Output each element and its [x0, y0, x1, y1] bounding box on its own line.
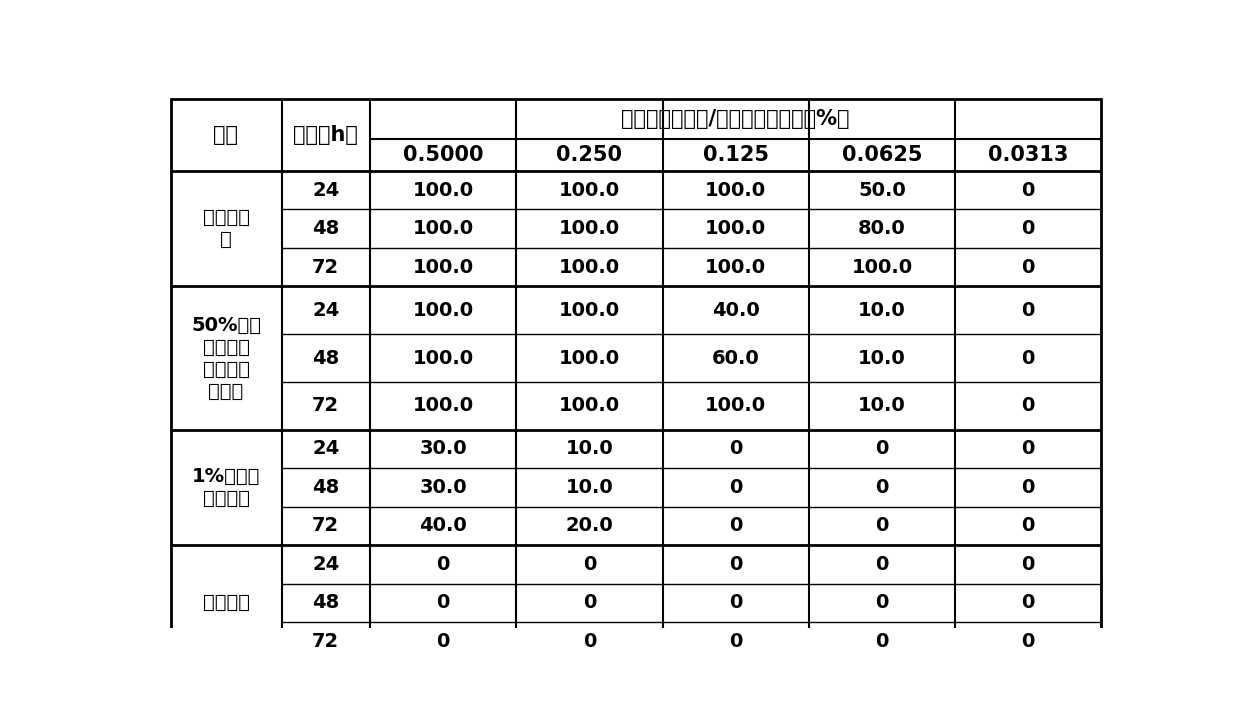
Text: 100.0: 100.0 — [413, 301, 474, 320]
Text: 48: 48 — [312, 349, 340, 368]
Text: 0: 0 — [875, 594, 889, 612]
Text: 10.0: 10.0 — [565, 478, 614, 497]
Text: 10.0: 10.0 — [858, 349, 905, 368]
Text: 100.0: 100.0 — [413, 219, 474, 238]
Text: 0: 0 — [583, 594, 596, 612]
Text: 10.0: 10.0 — [858, 301, 905, 320]
Text: 0: 0 — [1021, 555, 1034, 574]
Text: 100.0: 100.0 — [559, 258, 620, 277]
Text: 10.0: 10.0 — [565, 439, 614, 458]
Text: 60.0: 60.0 — [712, 349, 759, 368]
Text: 0: 0 — [875, 555, 889, 574]
Text: 0: 0 — [1021, 349, 1034, 368]
Text: 100.0: 100.0 — [413, 181, 474, 200]
Text: 0.250: 0.250 — [557, 145, 622, 164]
Text: 0: 0 — [1021, 594, 1034, 612]
Text: 0: 0 — [729, 516, 743, 535]
Text: 100.0: 100.0 — [706, 181, 766, 200]
Text: 0.5000: 0.5000 — [403, 145, 484, 164]
Text: 100.0: 100.0 — [559, 219, 620, 238]
Text: 1%四聚乙
醛悬浮剂: 1%四聚乙 醛悬浮剂 — [192, 467, 260, 508]
Text: 72: 72 — [312, 396, 340, 415]
Text: 0: 0 — [875, 516, 889, 535]
Text: 0: 0 — [729, 594, 743, 612]
Text: 40.0: 40.0 — [419, 516, 467, 535]
Text: 0: 0 — [875, 632, 889, 651]
Text: 0: 0 — [1021, 258, 1034, 277]
Text: 时间（h）: 时间（h） — [294, 125, 358, 145]
Text: 0: 0 — [729, 555, 743, 574]
Text: 0: 0 — [729, 478, 743, 497]
Text: 72: 72 — [312, 258, 340, 277]
Text: 0: 0 — [436, 632, 450, 651]
Text: 30.0: 30.0 — [419, 439, 467, 458]
Text: 0: 0 — [1021, 632, 1034, 651]
Text: 100.0: 100.0 — [413, 396, 474, 415]
Text: 24: 24 — [312, 301, 340, 320]
Text: 0.0313: 0.0313 — [987, 145, 1068, 164]
Text: 48: 48 — [312, 478, 340, 497]
Text: 0: 0 — [875, 478, 889, 497]
Text: 24: 24 — [312, 181, 340, 200]
Text: 24: 24 — [312, 555, 340, 574]
Text: 10.0: 10.0 — [858, 396, 905, 415]
Text: 0.125: 0.125 — [703, 145, 769, 164]
Text: 50.0: 50.0 — [858, 181, 905, 200]
Text: 0: 0 — [875, 439, 889, 458]
Text: 0: 0 — [583, 632, 596, 651]
Text: 40.0: 40.0 — [712, 301, 759, 320]
Text: 48: 48 — [312, 219, 340, 238]
Text: 48: 48 — [312, 594, 340, 612]
Text: 0: 0 — [1021, 301, 1034, 320]
Text: 0: 0 — [436, 594, 450, 612]
Text: 100.0: 100.0 — [706, 219, 766, 238]
Text: 0: 0 — [729, 439, 743, 458]
Text: 50%氯硝
柳胺乙醇
胺盐可湿
性粉剂: 50%氯硝 柳胺乙醇 胺盐可湿 性粉剂 — [191, 316, 260, 400]
Text: 100.0: 100.0 — [559, 301, 620, 320]
Text: 100.0: 100.0 — [413, 349, 474, 368]
Text: 30.0: 30.0 — [419, 478, 467, 497]
Text: 72: 72 — [312, 516, 340, 535]
Text: 100.0: 100.0 — [559, 181, 620, 200]
Text: 清水对照: 清水对照 — [202, 594, 249, 612]
Text: 80.0: 80.0 — [858, 219, 905, 238]
Text: 0: 0 — [1021, 439, 1034, 458]
Text: 0: 0 — [1021, 181, 1034, 200]
Text: 0.0625: 0.0625 — [842, 145, 923, 164]
Text: 处理: 处理 — [213, 125, 238, 145]
Text: 100.0: 100.0 — [706, 258, 766, 277]
Text: 100.0: 100.0 — [559, 396, 620, 415]
Text: 100.0: 100.0 — [559, 349, 620, 368]
Text: 不同浓度（毫克/升）钉螺死亡率（%）: 不同浓度（毫克/升）钉螺死亡率（%） — [621, 109, 849, 128]
Text: 0: 0 — [1021, 516, 1034, 535]
Text: 20.0: 20.0 — [565, 516, 614, 535]
Text: 100.0: 100.0 — [852, 258, 913, 277]
Text: 0: 0 — [1021, 478, 1034, 497]
Text: 100.0: 100.0 — [706, 396, 766, 415]
Text: 0: 0 — [729, 632, 743, 651]
Text: 0: 0 — [1021, 219, 1034, 238]
Text: 复配悬浮
剂: 复配悬浮 剂 — [202, 208, 249, 249]
Text: 24: 24 — [312, 439, 340, 458]
Text: 0: 0 — [436, 555, 450, 574]
Text: 100.0: 100.0 — [413, 258, 474, 277]
Text: 72: 72 — [312, 632, 340, 651]
Text: 0: 0 — [583, 555, 596, 574]
Text: 0: 0 — [1021, 396, 1034, 415]
